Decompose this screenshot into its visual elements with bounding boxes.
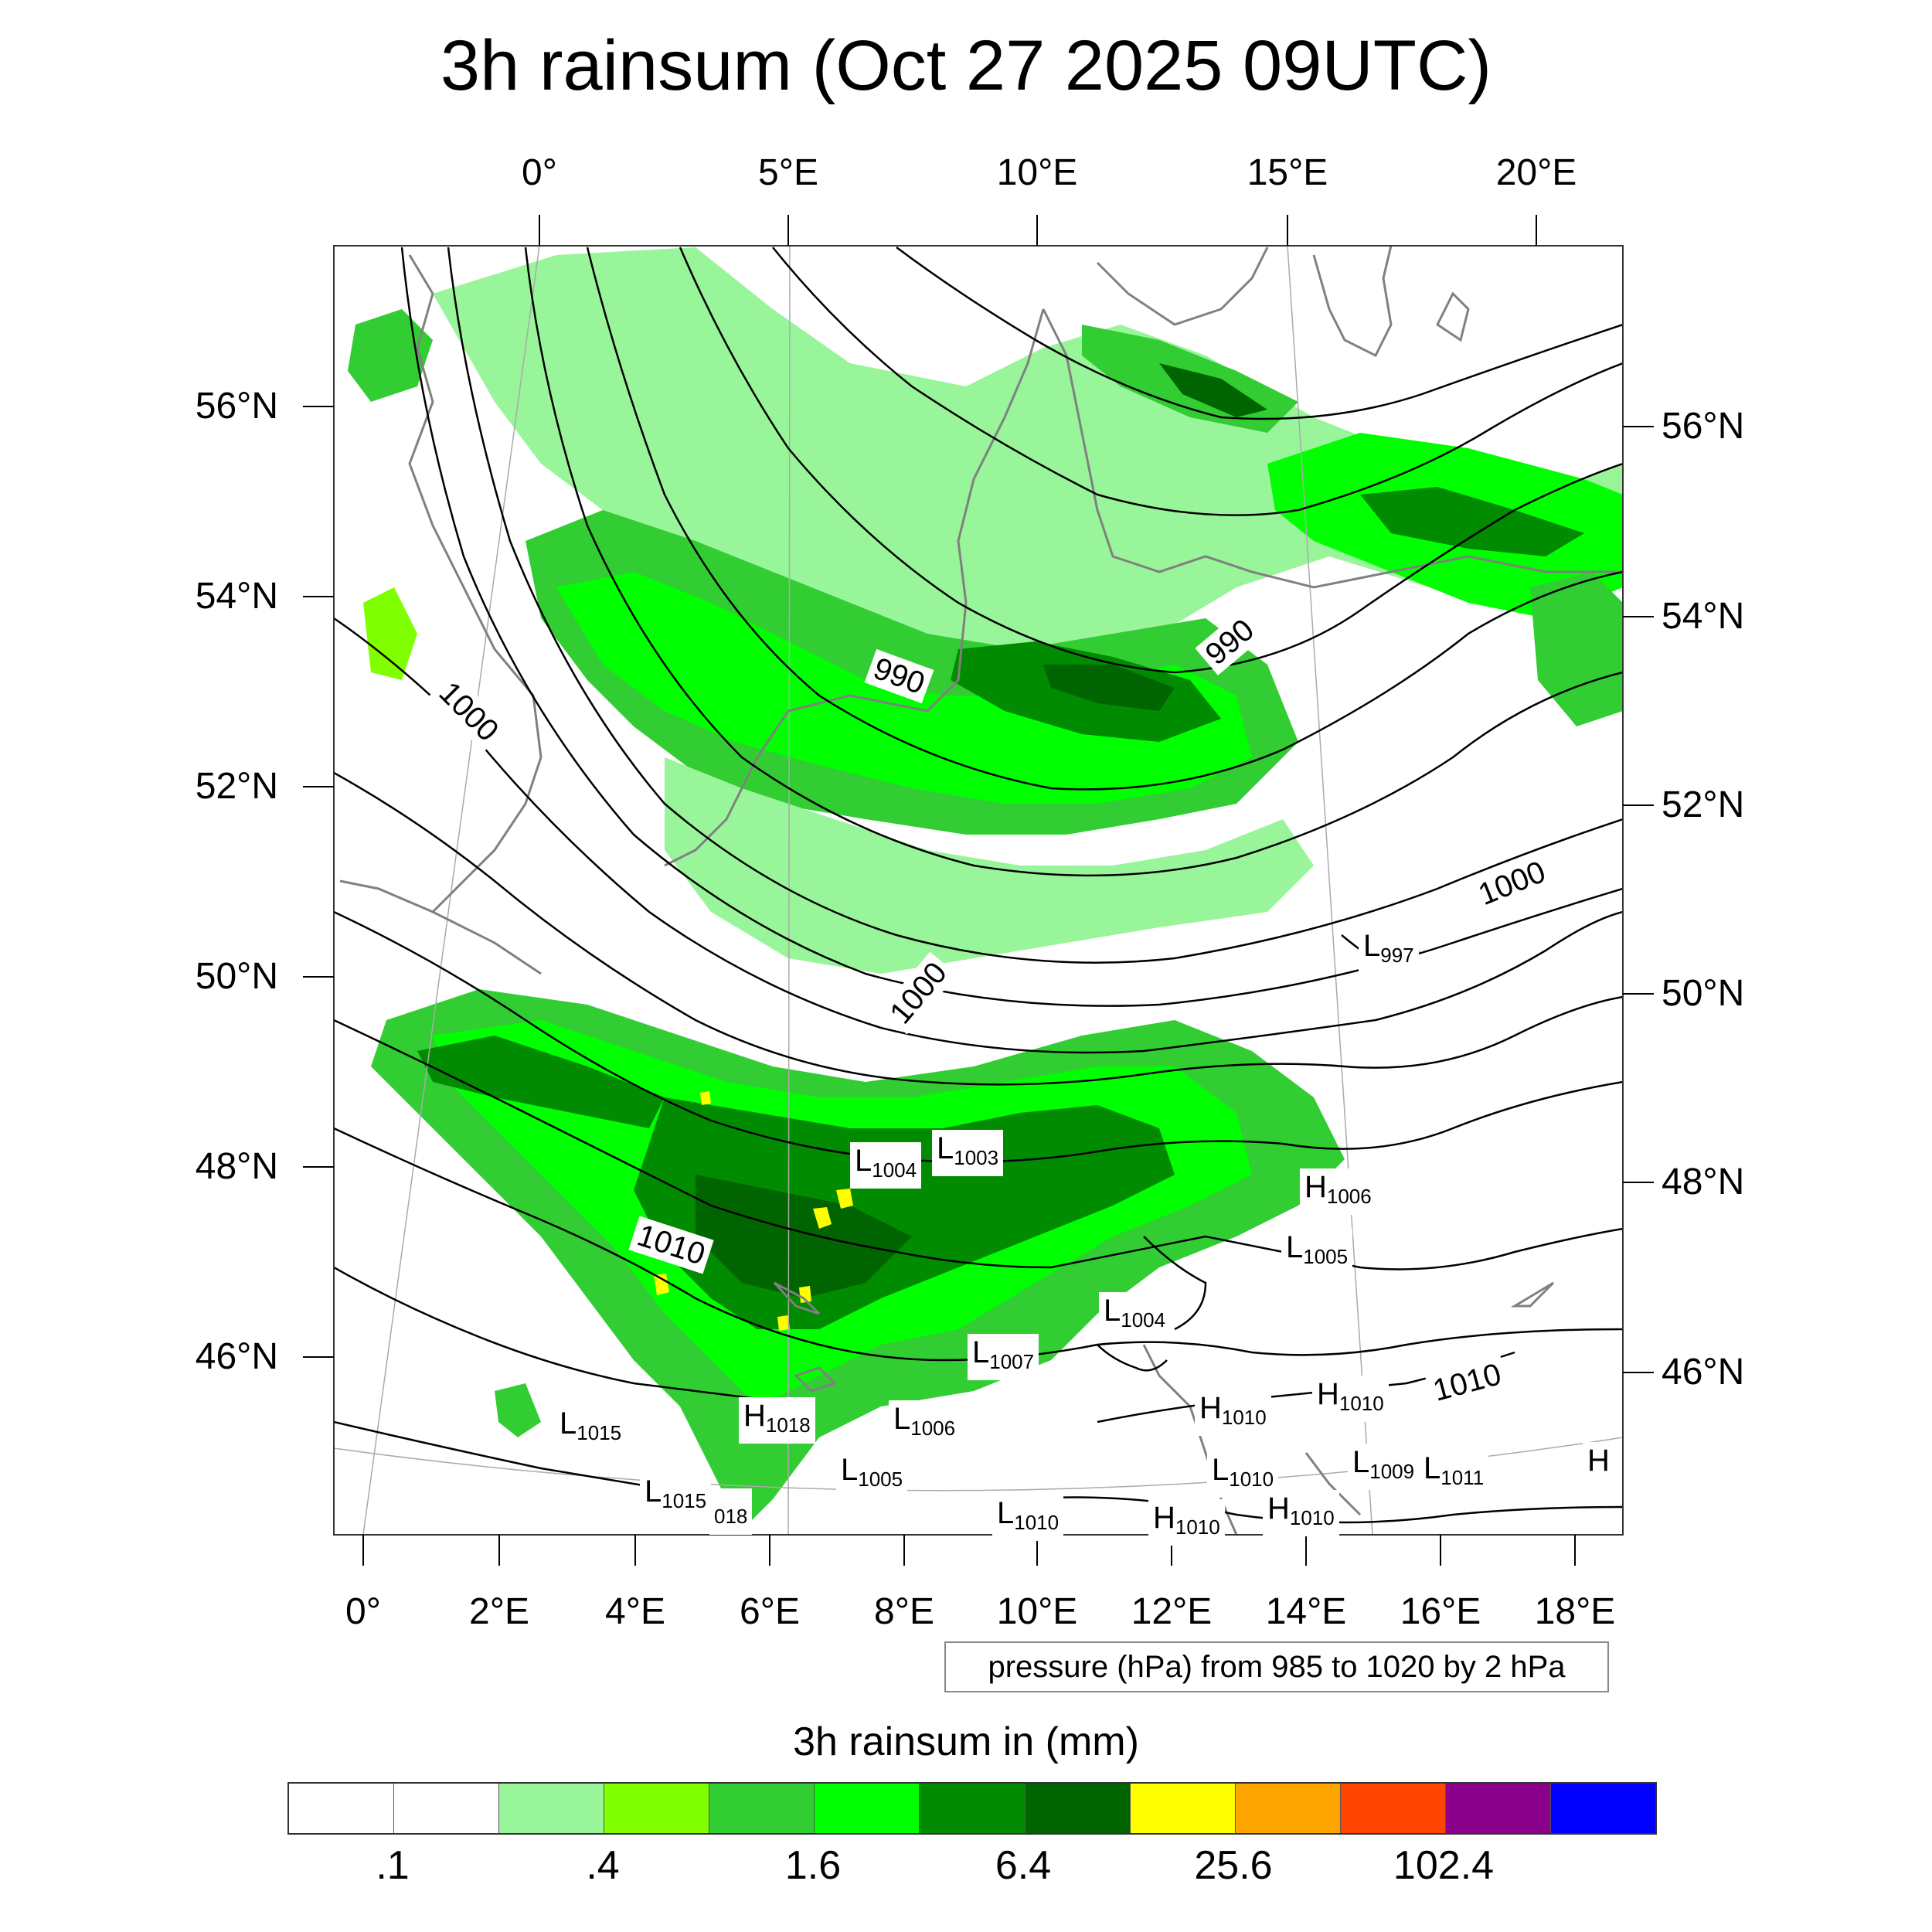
- pressure-center-label: 018: [709, 1488, 753, 1535]
- colorbar-swatch: [1445, 1784, 1551, 1833]
- rain-cell-yellow-3: [654, 1274, 669, 1295]
- bottom-lon-label: 8°E: [874, 1591, 934, 1632]
- colorbar-swatch: [1235, 1784, 1341, 1833]
- pressure-center-label: L1007: [968, 1334, 1039, 1380]
- left-lat-label: 48°N: [195, 1146, 278, 1187]
- rain-area-far-east: [1530, 572, 1623, 726]
- rain-cell-yellow-5: [777, 1315, 790, 1331]
- right-lat-label: 48°N: [1662, 1162, 1745, 1202]
- left-lat-label: 54°N: [195, 576, 278, 617]
- pressure-contour-note: pressure (hPa) from 985 to 1020 by 2 hPa: [944, 1641, 1609, 1692]
- legend-title: 3h rainsum in (mm): [793, 1719, 1139, 1764]
- rain-cell-yellow-1: [813, 1207, 832, 1229]
- pressure-center-label: H: [1583, 1442, 1614, 1488]
- pressure-center-label: H1006: [1300, 1168, 1376, 1215]
- left-lat-label: 56°N: [195, 386, 278, 427]
- pressure-center-label: L1003: [932, 1130, 1004, 1176]
- colorbar-swatch: [920, 1784, 1026, 1833]
- right-lat-label: 54°N: [1662, 596, 1745, 637]
- colorbar: [287, 1782, 1657, 1835]
- pressure-center-label: L1004: [850, 1142, 922, 1189]
- rain-area-sw-patch: [495, 1383, 541, 1437]
- coastlines: [339, 246, 1623, 1535]
- colorbar-swatch: [1340, 1784, 1446, 1833]
- left-lat-label: 50°N: [195, 956, 278, 997]
- rain-area-north-darkest: [1043, 665, 1175, 711]
- top-lon-label: 5°E: [758, 152, 818, 193]
- pressure-center-label: L1015: [640, 1473, 712, 1519]
- rain-cell-yellow-6: [700, 1091, 711, 1105]
- colorbar-swatch: [499, 1784, 605, 1833]
- colorbar-swatch: [1130, 1784, 1236, 1833]
- colorbar-tick-label: .1: [376, 1843, 410, 1888]
- rain-cell-yellow-2: [836, 1189, 853, 1209]
- pressure-center-label: H1018: [739, 1397, 815, 1444]
- colorbar-swatch: [1025, 1784, 1131, 1833]
- bottom-lon-label: 4°E: [605, 1591, 665, 1632]
- colorbar-swatch: [394, 1784, 500, 1833]
- bottom-lon-label: 0°: [345, 1591, 381, 1632]
- right-lat-label: 46°N: [1662, 1352, 1745, 1393]
- top-lon-label: 20°E: [1495, 152, 1577, 193]
- pressure-center-label: L1011: [1419, 1450, 1489, 1496]
- top-lon-label: 15°E: [1247, 152, 1328, 193]
- colorbar-swatch: [289, 1784, 395, 1833]
- bottom-lon-label: 18°E: [1534, 1591, 1616, 1632]
- rain-area-south-darkest: [696, 1175, 912, 1298]
- right-lat-label: 52°N: [1662, 784, 1745, 825]
- pressure-center-label: L997: [1359, 927, 1419, 974]
- left-lat-label: 52°N: [195, 766, 278, 807]
- colorbar-tick-label: 25.6: [1194, 1843, 1273, 1888]
- colorbar-tick-label: 6.4: [995, 1843, 1052, 1888]
- pressure-center-label: L1004: [1099, 1292, 1171, 1338]
- rain-area-central-light: [665, 757, 1314, 974]
- rain-field: [348, 247, 1623, 1530]
- rain-area-north-upper-core: [1159, 363, 1267, 417]
- colorbar-tick-label: 102.4: [1393, 1843, 1495, 1888]
- colorbar-swatch: [604, 1784, 710, 1833]
- colorbar-swatch: [709, 1784, 815, 1833]
- pressure-center-label: L1009: [1348, 1444, 1420, 1490]
- map-frame: [333, 245, 1624, 1536]
- bottom-lon-label: 14°E: [1265, 1591, 1347, 1632]
- rain-area-ne-core: [1360, 487, 1584, 556]
- top-lon-label: 10°E: [996, 152, 1078, 193]
- rain-area-west-patch-2: [363, 587, 417, 680]
- tick-marks: [303, 215, 1654, 1566]
- pressure-center-label: L1005: [1281, 1229, 1353, 1275]
- left-lat-label: 46°N: [195, 1336, 278, 1377]
- bottom-lon-label: 12°E: [1131, 1591, 1213, 1632]
- pressure-center-label: L1010: [1207, 1451, 1279, 1498]
- bottom-lon-label: 2°E: [469, 1591, 529, 1632]
- pressure-center-label: H1010: [1312, 1376, 1389, 1422]
- bottom-lon-label: 10°E: [996, 1591, 1078, 1632]
- map-title: 3h rainsum (Oct 27 2025 09UTC): [440, 26, 1492, 105]
- pressure-center-label: L1015: [555, 1405, 627, 1451]
- top-lon-label: 0°: [522, 152, 557, 193]
- colorbar-tick-label: .4: [586, 1843, 620, 1888]
- bottom-lon-label: 16°E: [1400, 1591, 1481, 1632]
- colorbar-swatch: [815, 1784, 920, 1833]
- colorbar-swatch: [1550, 1784, 1656, 1833]
- pressure-center-label: L1005: [836, 1451, 908, 1498]
- pressure-center-label: H1010: [1263, 1490, 1339, 1536]
- pressure-center-label: L1010: [992, 1495, 1064, 1541]
- bottom-lon-label: 6°E: [740, 1591, 800, 1632]
- right-lat-label: 50°N: [1662, 973, 1745, 1014]
- right-lat-label: 56°N: [1662, 406, 1745, 447]
- pressure-center-label: L1006: [889, 1400, 961, 1447]
- rain-area-south-band-west: [417, 1036, 665, 1128]
- colorbar-tick-label: 1.6: [784, 1843, 842, 1888]
- pressure-center-label: H1010: [1195, 1389, 1271, 1436]
- pressure-center-label: H1010: [1148, 1499, 1225, 1546]
- rain-area-west-patch: [348, 309, 433, 402]
